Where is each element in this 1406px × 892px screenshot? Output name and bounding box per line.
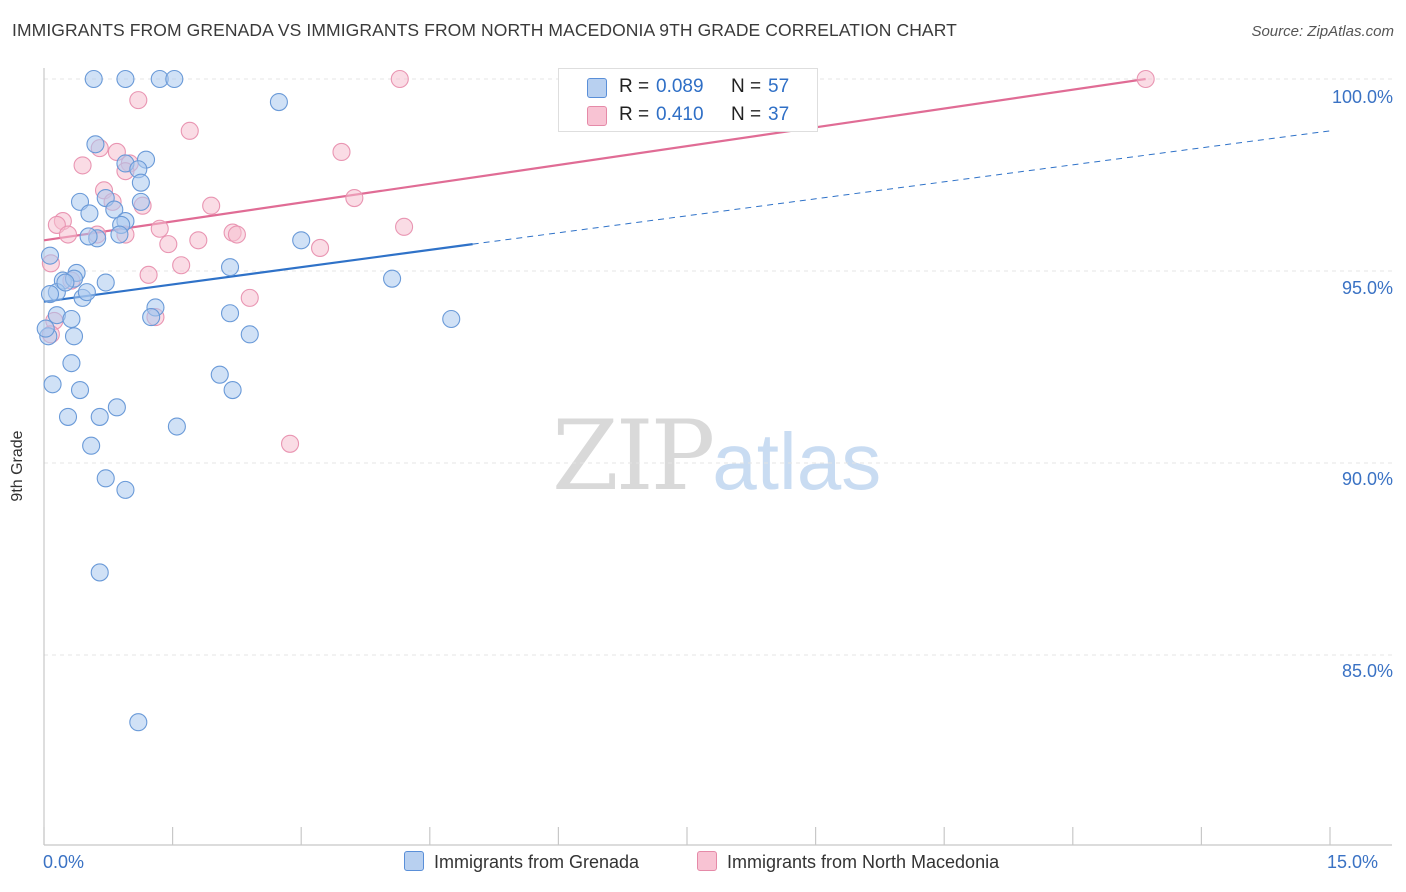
legend-n-label: N = (731, 104, 762, 125)
point-grenada (129, 713, 148, 732)
point-north-macedonia (139, 265, 158, 284)
axis-layer (43, 68, 1392, 846)
point-grenada (131, 192, 150, 211)
point-grenada (165, 69, 184, 89)
point-north-macedonia (129, 91, 148, 110)
point-grenada (110, 225, 129, 244)
legend-n-value: 57 (768, 76, 790, 97)
legend-r-label: R = (619, 104, 650, 125)
trend-line-grenada-extension (472, 130, 1331, 245)
correlation-legend: R = 0.089 N = 57 R = 0.410 N = 37 (558, 68, 818, 132)
legend-r-value: 0.410 (656, 104, 704, 125)
point-grenada (142, 308, 161, 327)
point-grenada (58, 407, 78, 426)
point-grenada (80, 204, 99, 223)
source-label: Source: ZipAtlas.com (1251, 23, 1394, 40)
point-grenada (107, 398, 126, 417)
point-grenada (40, 284, 60, 304)
y-tick-label-85: 85.0% (1341, 661, 1393, 681)
watermark-zip: ZIP (552, 400, 715, 512)
point-north-macedonia (1136, 69, 1155, 89)
point-north-macedonia (240, 288, 259, 307)
bottom-legend-swatch-blue (404, 851, 424, 871)
y-tick-label-90: 90.0% (1341, 469, 1393, 489)
point-north-macedonia (58, 225, 78, 244)
point-grenada (220, 258, 240, 277)
point-north-macedonia (332, 142, 351, 162)
point-grenada (383, 269, 402, 288)
point-grenada (96, 273, 115, 292)
x-tick-label-min: 0.0% (43, 852, 85, 872)
point-grenada (116, 480, 135, 499)
point-north-macedonia (73, 156, 92, 175)
point-grenada (131, 173, 150, 192)
legend-r-label: R = (619, 76, 650, 97)
point-grenada (240, 325, 259, 344)
legend-swatch-pink (587, 106, 607, 126)
point-grenada (79, 227, 98, 246)
point-grenada (82, 436, 101, 455)
point-north-macedonia (150, 219, 169, 238)
bottom-legend-grenada: Immigrants from Grenada (404, 851, 639, 877)
point-north-macedonia (172, 256, 191, 275)
y-tick-label-100: 100.0% (1331, 87, 1393, 107)
point-grenada (220, 304, 240, 323)
point-north-macedonia (180, 121, 199, 140)
legend-row-north-macedonia: R = 0.410 N = 37 (559, 100, 817, 130)
x-tick-label-max: 15.0% (1327, 852, 1379, 872)
bottom-legend-north-macedonia: Immigrants from North Macedonia (697, 851, 999, 877)
point-grenada (86, 135, 105, 154)
trend-line-north-macedonia (43, 77, 1146, 242)
point-grenada (116, 69, 135, 89)
bottom-legend-swatch-pink (697, 851, 717, 871)
point-grenada (43, 375, 62, 394)
point-grenada (77, 283, 96, 302)
watermark-atlas: atlas (712, 417, 882, 506)
legend-row-grenada: R = 0.089 N = 57 (559, 72, 817, 102)
point-layer (36, 69, 1155, 732)
bottom-legend-label-north-macedonia: Immigrants from North Macedonia (727, 852, 1000, 872)
trend-line-grenada (43, 243, 473, 303)
grid-layer (44, 78, 1392, 656)
point-north-macedonia (227, 225, 246, 244)
point-grenada (96, 469, 115, 488)
point-grenada (90, 563, 109, 582)
point-north-macedonia (395, 217, 414, 236)
point-grenada (56, 273, 75, 292)
point-grenada (223, 380, 242, 400)
point-grenada (70, 380, 90, 400)
point-north-macedonia (281, 434, 300, 453)
legend-r-value: 0.089 (656, 76, 704, 97)
point-grenada (442, 309, 461, 329)
chart-title: IMMIGRANTS FROM GRENADA VS IMMIGRANTS FR… (12, 20, 957, 40)
point-grenada (292, 231, 311, 250)
point-grenada (90, 407, 109, 426)
legend-n-label: N = (731, 76, 762, 97)
point-north-macedonia (202, 196, 221, 215)
point-grenada (210, 365, 229, 384)
legend-n-value: 37 (768, 104, 790, 125)
point-grenada (36, 319, 55, 338)
trend-layer (43, 77, 1331, 303)
point-north-macedonia (390, 69, 409, 89)
point-grenada (167, 417, 186, 436)
point-grenada (62, 354, 81, 373)
point-grenada (40, 246, 60, 265)
point-grenada (62, 309, 81, 329)
bottom-legend-label-grenada: Immigrants from Grenada (434, 852, 640, 872)
y-tick-label-95: 95.0% (1341, 278, 1393, 298)
watermark: ZIPatlas (552, 400, 881, 512)
point-north-macedonia (345, 188, 364, 208)
point-grenada (64, 327, 84, 346)
point-grenada (84, 69, 103, 89)
point-north-macedonia (189, 231, 208, 250)
point-grenada (105, 200, 124, 219)
point-grenada (269, 92, 288, 112)
legend-swatch-blue (587, 78, 607, 98)
point-north-macedonia (159, 235, 178, 254)
point-north-macedonia (311, 238, 330, 258)
